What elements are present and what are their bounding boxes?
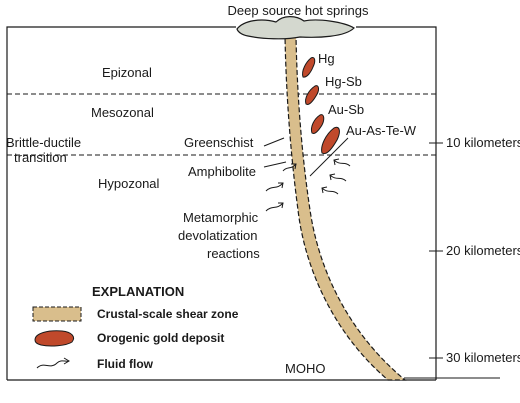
zone-epizonal: Epizonal (102, 65, 152, 80)
fluid-arrow (329, 174, 347, 182)
depth-10km: 10 kilometers (446, 135, 520, 150)
crustal-shear-zone (284, 35, 407, 381)
reactions-line1: Metamorphic (183, 210, 259, 225)
depth-20km: 20 kilometers (446, 243, 520, 258)
legend-heading: EXPLANATION (92, 284, 184, 299)
deposit-au-sb (311, 114, 325, 134)
fluid-arrow-head (278, 182, 284, 189)
leader-greenschist (263, 137, 285, 147)
leader-au-as-te-w (309, 137, 349, 177)
fluid-arrow (321, 187, 339, 195)
zone-hypozonal: Hypozonal (98, 176, 160, 191)
fluid-arrow (265, 182, 284, 192)
legend: EXPLANATION Crustal-scale shear zone Oro… (32, 284, 239, 371)
reactions-line2: devolatization (178, 228, 258, 243)
fluid-arrow-head (333, 158, 340, 166)
title-hot-springs: Deep source hot springs (228, 3, 369, 18)
legend-fluid-flow-arrowhead (63, 357, 70, 365)
label-au-sb: Au-Sb (328, 102, 364, 117)
transition-line2: transition (14, 150, 67, 165)
fluid-flow-arrows (265, 158, 351, 212)
fluid-arrow-head (291, 163, 297, 170)
deposit-au-as-te-w (321, 126, 340, 155)
deposit-hg-sb (305, 85, 319, 105)
reactions-line3: reactions (207, 246, 260, 261)
legend-gold-deposit-swatch (34, 330, 75, 347)
legend-fluid-flow-arrow (36, 360, 70, 369)
legend-shear-zone-swatch (32, 306, 82, 322)
fluid-arrow-head (329, 173, 336, 181)
deposit-hg (302, 57, 316, 78)
facies-greenschist: Greenschist (184, 135, 254, 150)
fluid-arrow (282, 163, 297, 172)
label-au-as-te-w: Au-As-Te-W (346, 123, 417, 138)
fluid-arrow-head (321, 186, 328, 194)
fluid-arrow (333, 159, 351, 167)
legend-gold-deposit-label: Orogenic gold deposit (97, 331, 224, 345)
label-moho: MOHO (285, 361, 325, 376)
hot-spring (236, 16, 355, 40)
legend-shear-zone-label: Crustal-scale shear zone (97, 307, 239, 321)
transition-line1: Brittle-ductile (6, 135, 81, 150)
label-hg-sb: Hg-Sb (325, 74, 362, 89)
fluid-arrow (265, 202, 284, 212)
frame-border (6, 26, 437, 380)
label-hg: Hg (318, 51, 335, 66)
fluid-arrow-head (278, 202, 284, 209)
leader-amphibolite (263, 161, 287, 168)
zone-mesozonal: Mesozonal (91, 105, 154, 120)
facies-amphibolite: Amphibolite (188, 164, 256, 179)
legend-fluid-flow-label: Fluid flow (97, 357, 154, 371)
depth-30km: 30 kilometers (446, 350, 520, 365)
